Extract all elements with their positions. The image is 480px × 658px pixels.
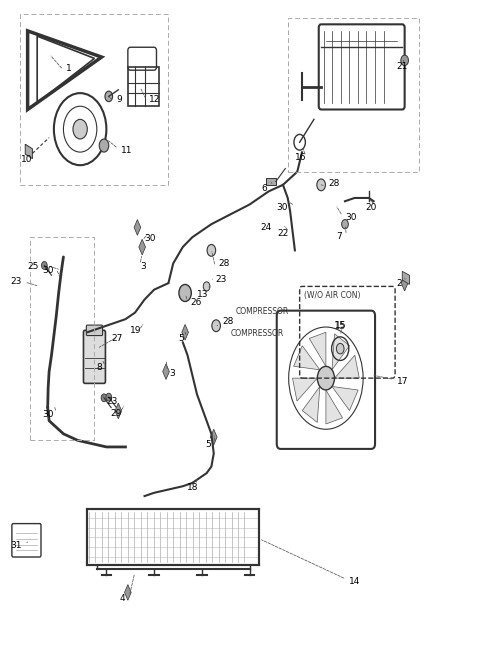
Circle shape <box>179 284 192 301</box>
FancyBboxPatch shape <box>84 330 106 384</box>
Polygon shape <box>25 144 33 159</box>
Polygon shape <box>332 386 358 411</box>
Text: 24: 24 <box>261 223 272 232</box>
Polygon shape <box>402 271 409 284</box>
Text: 2: 2 <box>396 278 402 288</box>
Circle shape <box>317 179 325 191</box>
Text: 1: 1 <box>66 64 72 74</box>
Polygon shape <box>326 390 343 424</box>
Text: (W/O AIR CON): (W/O AIR CON) <box>304 291 361 299</box>
Polygon shape <box>182 324 189 340</box>
Text: 27: 27 <box>111 334 122 343</box>
Text: 3: 3 <box>169 369 175 378</box>
Text: 12: 12 <box>149 95 161 103</box>
Text: 23: 23 <box>215 275 227 284</box>
Text: 22: 22 <box>277 230 288 238</box>
Polygon shape <box>210 429 217 445</box>
Text: 5: 5 <box>178 334 184 343</box>
Text: 8: 8 <box>97 363 103 372</box>
Text: 28: 28 <box>328 179 340 188</box>
Text: 11: 11 <box>120 145 132 155</box>
Polygon shape <box>332 334 349 370</box>
Polygon shape <box>139 240 145 255</box>
Circle shape <box>106 393 112 401</box>
Polygon shape <box>115 403 121 418</box>
Text: 20: 20 <box>365 203 376 213</box>
Text: 7: 7 <box>336 232 342 241</box>
Circle shape <box>73 119 87 139</box>
Polygon shape <box>309 332 326 367</box>
Text: 3: 3 <box>141 263 146 271</box>
Polygon shape <box>124 584 131 600</box>
Text: 16: 16 <box>295 153 306 162</box>
Polygon shape <box>401 275 408 291</box>
Text: 18: 18 <box>187 483 198 492</box>
Text: 6: 6 <box>262 184 267 193</box>
Polygon shape <box>292 378 317 401</box>
Polygon shape <box>163 364 169 380</box>
Text: 10: 10 <box>21 155 32 164</box>
Text: 25: 25 <box>28 263 39 271</box>
Text: 30: 30 <box>42 410 53 418</box>
Circle shape <box>207 245 216 256</box>
Circle shape <box>342 220 348 229</box>
Text: 4: 4 <box>120 594 125 603</box>
Text: 14: 14 <box>349 577 360 586</box>
Circle shape <box>101 394 107 402</box>
Circle shape <box>317 367 335 390</box>
Text: 5: 5 <box>205 440 211 449</box>
Text: 31: 31 <box>10 541 22 549</box>
Text: 30: 30 <box>345 213 357 222</box>
Polygon shape <box>266 178 276 185</box>
Text: 28: 28 <box>222 316 233 326</box>
Circle shape <box>336 343 344 354</box>
Text: 21: 21 <box>396 63 408 72</box>
Text: 17: 17 <box>396 377 408 386</box>
Polygon shape <box>134 220 141 236</box>
Text: 23: 23 <box>10 277 21 286</box>
Text: 30: 30 <box>276 203 288 213</box>
Text: 29: 29 <box>110 409 121 418</box>
Circle shape <box>41 261 47 269</box>
Text: 30: 30 <box>42 266 53 274</box>
Text: 28: 28 <box>218 259 230 268</box>
Text: 26: 26 <box>190 298 201 307</box>
Circle shape <box>401 55 408 66</box>
Text: 13: 13 <box>197 290 208 299</box>
Polygon shape <box>294 345 320 370</box>
Circle shape <box>212 320 220 332</box>
Text: 19: 19 <box>130 326 142 335</box>
Text: 23: 23 <box>107 397 118 405</box>
Text: 15: 15 <box>334 320 347 331</box>
Circle shape <box>105 91 113 101</box>
Text: COMPRESSOR: COMPRESSOR <box>235 307 288 316</box>
Circle shape <box>203 282 210 291</box>
Text: 15: 15 <box>335 320 346 330</box>
FancyBboxPatch shape <box>86 325 103 336</box>
Polygon shape <box>335 355 360 378</box>
Circle shape <box>99 139 109 152</box>
Polygon shape <box>302 386 320 422</box>
Text: 9: 9 <box>116 95 121 103</box>
Text: 30: 30 <box>144 234 156 243</box>
Text: COMPRESSOR: COMPRESSOR <box>230 329 284 338</box>
